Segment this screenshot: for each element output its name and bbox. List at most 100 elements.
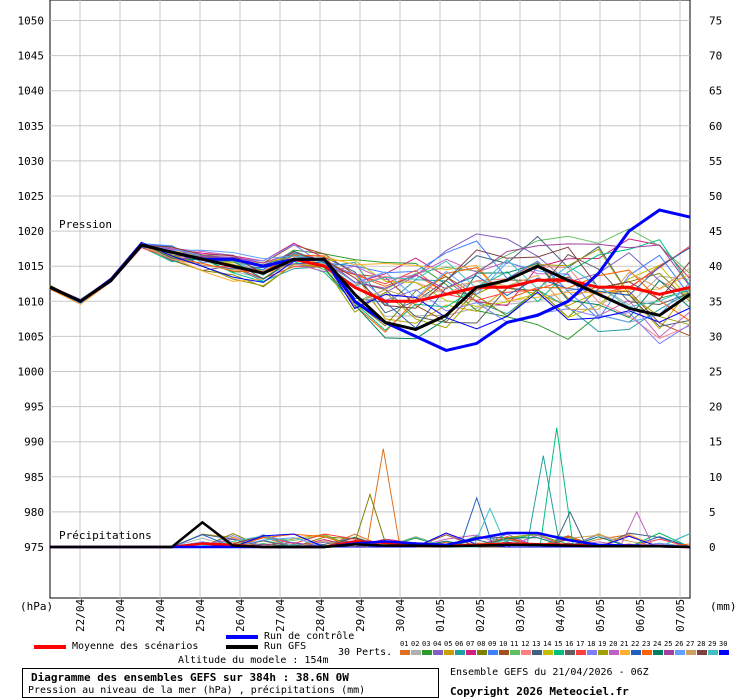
legend-pert-swatch [411, 650, 421, 655]
copyright: Copyright 2026 Meteociel.fr [450, 685, 629, 698]
gfs-pressure-line [49, 243, 691, 331]
legend-pert-swatch [455, 650, 465, 655]
x-tick-label: 25/04 [194, 599, 207, 632]
legend-pert-number: 14 [543, 640, 551, 648]
right-tick-label: 5 [709, 506, 716, 519]
x-tick-label: 27/04 [274, 599, 287, 632]
legend-gfs-label: Run GFS [264, 641, 307, 652]
info-box: Diagramme des ensembles GEFS sur 384h : … [22, 668, 439, 698]
right-tick-label: 40 [709, 260, 722, 273]
legend-pert-swatch [466, 650, 476, 655]
left-tick-label: 1025 [18, 190, 45, 203]
member-precip-peak [526, 455, 561, 548]
right-tick-label: 55 [709, 155, 722, 168]
x-tick-label: 23/04 [114, 599, 127, 632]
main-series-lines [49, 208, 691, 549]
legend-pert-number: 04 [433, 640, 441, 648]
legend-pert-number: 23 [642, 640, 650, 648]
right-tick-label: 15 [709, 436, 722, 449]
right-tick-label: 45 [709, 225, 722, 238]
x-tick-label: 29/04 [354, 599, 367, 632]
legend-pert-swatch [609, 650, 619, 655]
right-tick-label: 60 [709, 120, 722, 133]
legend-pert-number: 09 [488, 640, 496, 648]
right-tick-label: 20 [709, 401, 722, 414]
legend-pert-swatch [631, 650, 641, 655]
left-tick-label: 1045 [18, 50, 45, 63]
right-tick-label: 25 [709, 366, 722, 379]
legend-pert-number: 30 [719, 640, 727, 648]
right-tick-label: 70 [709, 50, 722, 63]
left-tick-label: 980 [24, 506, 44, 519]
info-title: Diagramme des ensembles GEFS sur 384h : … [31, 671, 349, 684]
x-tick-label: 28/04 [314, 599, 327, 632]
legend-mean-label: Moyenne des scénarios [72, 641, 199, 652]
member-pressure-line [49, 242, 691, 323]
left-tick-label: 1035 [18, 120, 45, 133]
legend-pert-number: 15 [554, 640, 562, 648]
x-axis-ticks: 22/04 23/04 24/04 25/04 26/04 27/04 28/04 29/04… [74, 599, 687, 632]
pressure-label: Pression [59, 218, 112, 231]
legend-pert-swatch [444, 650, 454, 655]
legend-swatches: 01 02 03 04 05 06 07 08 09 10 11 12 13 14 15 16 17 18 19 20… [34, 635, 729, 655]
legend-pert-number: 12 [521, 640, 529, 648]
legend-pert-number: 21 [620, 640, 628, 648]
member-precip-peak [619, 510, 654, 548]
member-precip-peak [539, 427, 574, 548]
legend-pert-number: 29 [708, 640, 716, 648]
left-tick-label: 1000 [18, 366, 45, 379]
x-tick-label: 22/04 [74, 599, 87, 632]
member-pressure-line [49, 244, 691, 309]
legend-pert-swatch [433, 650, 443, 655]
legend-pert-swatch [598, 650, 608, 655]
legend-pert-number: 26 [675, 640, 683, 648]
legend-pert-number: 05 [444, 640, 452, 648]
legend-pert-swatch [422, 650, 432, 655]
legend-pert-swatch [510, 650, 520, 655]
member-pressure-line [49, 245, 691, 311]
legend-pert-number: 03 [422, 640, 430, 648]
x-tick-label: 01/05 [434, 599, 447, 632]
legend-pert-number: 22 [631, 640, 639, 648]
right-unit: (mm) [710, 600, 737, 613]
member-precip-peak [352, 492, 388, 548]
left-tick-label: 1015 [18, 260, 45, 273]
x-tick-label: 30/04 [394, 599, 407, 632]
legend-pert-swatch [708, 650, 718, 655]
legend-pert-number: 11 [510, 640, 518, 648]
legend-pert-number: 27 [686, 640, 694, 648]
left-tick-label: 995 [24, 401, 44, 414]
legend-pert-swatch [499, 650, 509, 655]
left-unit: (hPa) [20, 600, 53, 613]
gfs-precip-line [50, 520, 691, 549]
right-tick-label: 30 [709, 330, 722, 343]
left-tick-label: 1040 [18, 85, 45, 98]
legend-pert-number: 19 [598, 640, 606, 648]
legend-pert-number: 18 [587, 640, 595, 648]
right-tick-label: 35 [709, 295, 722, 308]
legend-pert-number: 20 [609, 640, 617, 648]
ensemble-date: Ensemble GEFS du 21/04/2026 - 06Z [450, 667, 649, 678]
right-tick-label: 10 [709, 471, 722, 484]
legend-pert-swatch [653, 650, 663, 655]
legend-control: Run de contrôle [264, 631, 354, 642]
legend-pert-swatch [642, 650, 652, 655]
legend-pert-number: 24 [653, 640, 661, 648]
legend-pert-number: 25 [664, 640, 672, 648]
legend-pert-number: 07 [466, 640, 474, 648]
legend-pert-swatch [488, 650, 498, 655]
x-tick-label: 07/05 [674, 599, 687, 632]
altitude-label: Altitude du modele : 154m [178, 655, 329, 666]
legend-mean: Moyenne des scénarios [72, 641, 198, 652]
left-tick-label: 985 [24, 471, 44, 484]
member-precip-peak [552, 510, 588, 548]
right-tick-label: 0 [709, 541, 716, 554]
legend-gfs: Run GFS [264, 641, 306, 652]
x-tick-label: 06/05 [634, 599, 647, 632]
legend-perts: 30 Perts. [338, 647, 393, 658]
legend-pert-swatch [697, 650, 707, 655]
legend-pert-number: 06 [455, 640, 463, 648]
legend-pert-swatch [554, 650, 564, 655]
